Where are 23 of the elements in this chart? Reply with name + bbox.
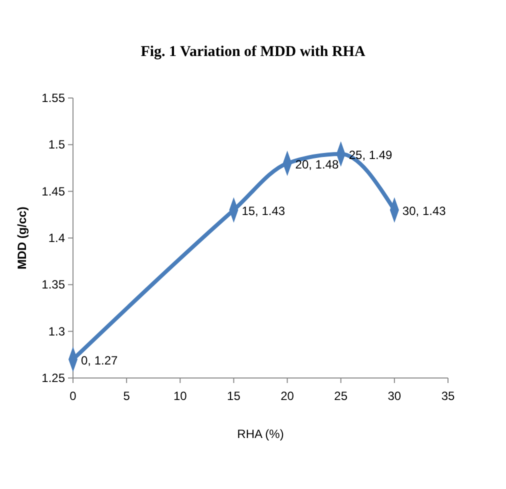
x-tick-label: 30 [388, 389, 402, 403]
x-tick-label: 20 [280, 389, 294, 403]
y-tick-label: 1.35 [42, 278, 66, 292]
data-label: 30, 1.43 [402, 204, 446, 218]
x-tick-label: 0 [70, 389, 77, 403]
y-axis-title: MDD (g/cc) [15, 206, 29, 270]
y-tick-label: 1.5 [48, 138, 66, 152]
x-axis-title: RHA (%) [237, 427, 284, 441]
data-label: 20, 1.48 [295, 157, 339, 172]
x-tick-label: 35 [441, 389, 455, 403]
data-label: 0, 1.27 [81, 353, 118, 368]
y-tick-label: 1.25 [42, 371, 66, 385]
x-tick-label: 25 [334, 389, 348, 403]
x-tick-label: 15 [227, 389, 241, 403]
x-tick-label: 5 [123, 389, 130, 403]
y-tick-label: 1.4 [48, 231, 66, 245]
chart-title: Fig. 1 Variation of MDD with RHA [140, 44, 366, 60]
y-tick-label: 1.55 [42, 91, 66, 105]
x-tick-label: 10 [173, 389, 188, 403]
y-tick-label: 1.3 [48, 324, 66, 338]
y-tick-label: 1.45 [42, 184, 66, 198]
data-label: 25, 1.49 [348, 148, 393, 162]
data-label: 15, 1.43 [242, 204, 286, 218]
